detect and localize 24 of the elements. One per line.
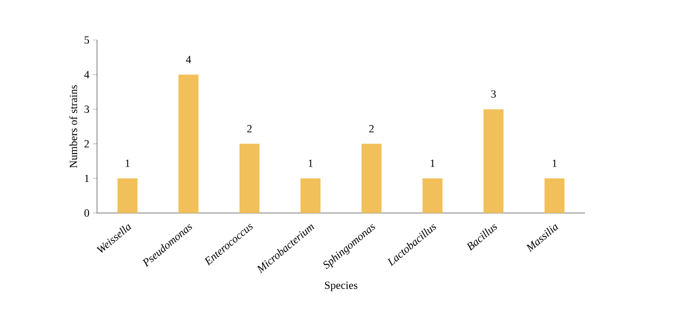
- bar: [118, 178, 138, 213]
- bar: [178, 74, 199, 213]
- y-axis-title: Numbers of strains: [69, 85, 78, 168]
- x-axis-title: Species: [325, 282, 358, 292]
- y-tick-label: 1: [84, 174, 89, 182]
- y-tick-label: 3: [84, 106, 90, 113]
- y-tick-label: 4: [84, 71, 90, 78]
- bar: [240, 144, 260, 213]
- data-label: 3: [491, 90, 496, 98]
- data-label: 4: [186, 56, 192, 64]
- y-tick-label: 2: [84, 140, 89, 148]
- bar: [544, 178, 564, 213]
- data-label: 1: [430, 160, 435, 167]
- data-label: 2: [369, 125, 374, 132]
- data-label: 1: [126, 160, 130, 167]
- bar: [422, 178, 443, 213]
- bar: [300, 178, 321, 213]
- data-label: 1: [552, 160, 557, 167]
- y-tick-label: 5: [84, 36, 90, 44]
- bar: [362, 144, 382, 213]
- data-label: 2: [247, 125, 252, 132]
- y-tick-label: 0: [84, 209, 90, 217]
- bar: [484, 109, 504, 213]
- data-label: 1: [308, 160, 313, 167]
